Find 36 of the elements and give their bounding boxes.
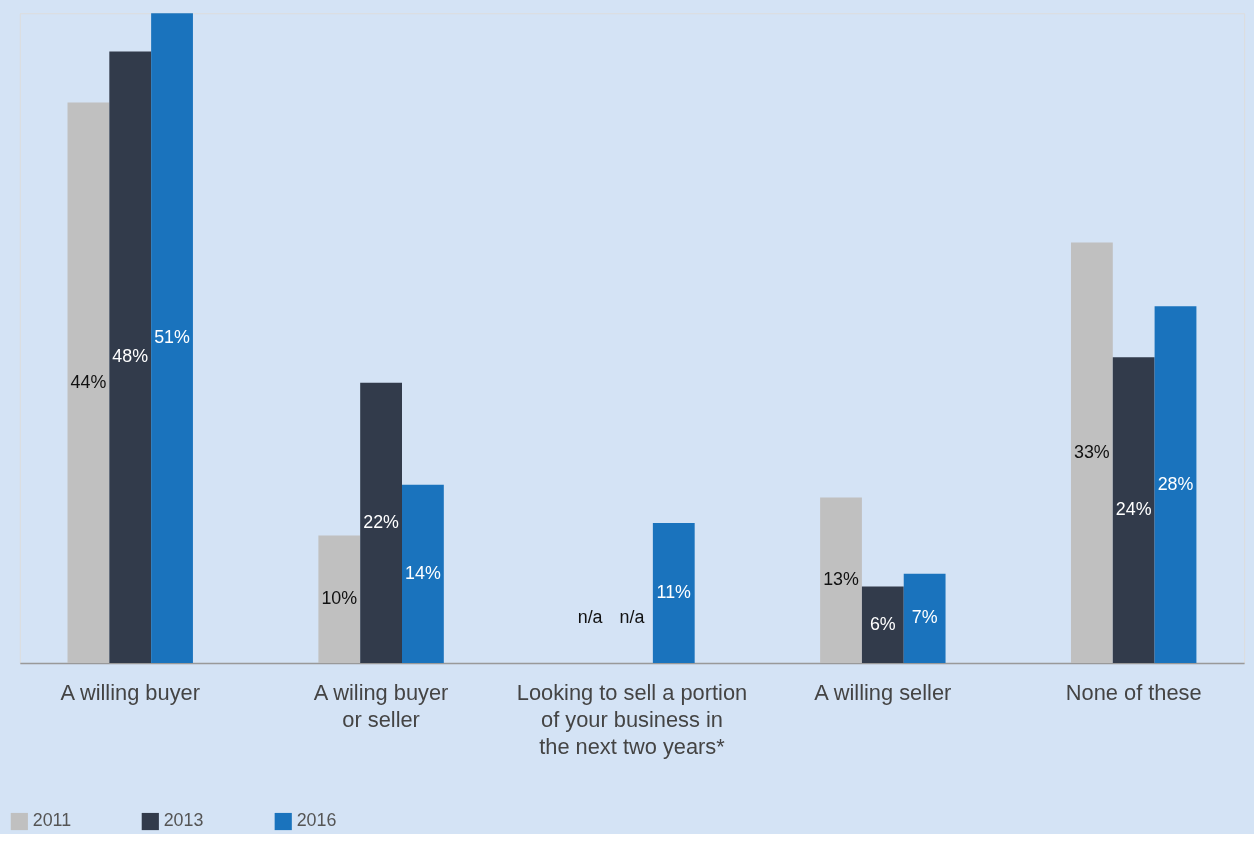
bar (861, 586, 904, 664)
legend-label: 2013 (163, 810, 204, 831)
data-label: 51% (154, 327, 191, 348)
bar (151, 13, 193, 664)
x-tick-label: None of these (1065, 680, 1202, 706)
data-label: 24% (1115, 499, 1152, 520)
data-label: 10% (321, 588, 358, 609)
data-label: 11% (656, 581, 692, 602)
bar (402, 484, 444, 664)
data-label: 7% (911, 607, 938, 628)
x-tick-label: A willing buyer (60, 680, 200, 706)
text: n/a (577, 607, 603, 628)
data-label: 44% (70, 371, 107, 392)
data-label: 28% (1157, 473, 1194, 494)
bar (1112, 357, 1155, 664)
data-label: 22% (363, 511, 400, 532)
data-label: 13% (823, 569, 860, 590)
legend-label: 2016 (296, 810, 337, 831)
bar (820, 497, 862, 664)
text: n/a (619, 607, 645, 628)
data-label: 14% (405, 562, 441, 583)
data-label: 48% (112, 346, 149, 367)
bar (360, 382, 402, 664)
x-tick-label: Looking to sell a portion of your business in the next two years* (516, 680, 748, 759)
bar (652, 522, 695, 664)
x-tick-label: A willing seller (814, 680, 952, 706)
bar (109, 51, 152, 664)
data-label: 33% (1074, 441, 1110, 462)
bar (67, 102, 110, 664)
bar (1070, 242, 1113, 664)
data-label: 6% (869, 613, 896, 634)
bar (903, 573, 946, 664)
bar (318, 535, 361, 664)
x-tick-label: A wiling buyer or seller (313, 680, 449, 733)
legend-label: 2011 (32, 810, 72, 831)
bar (1154, 306, 1197, 664)
